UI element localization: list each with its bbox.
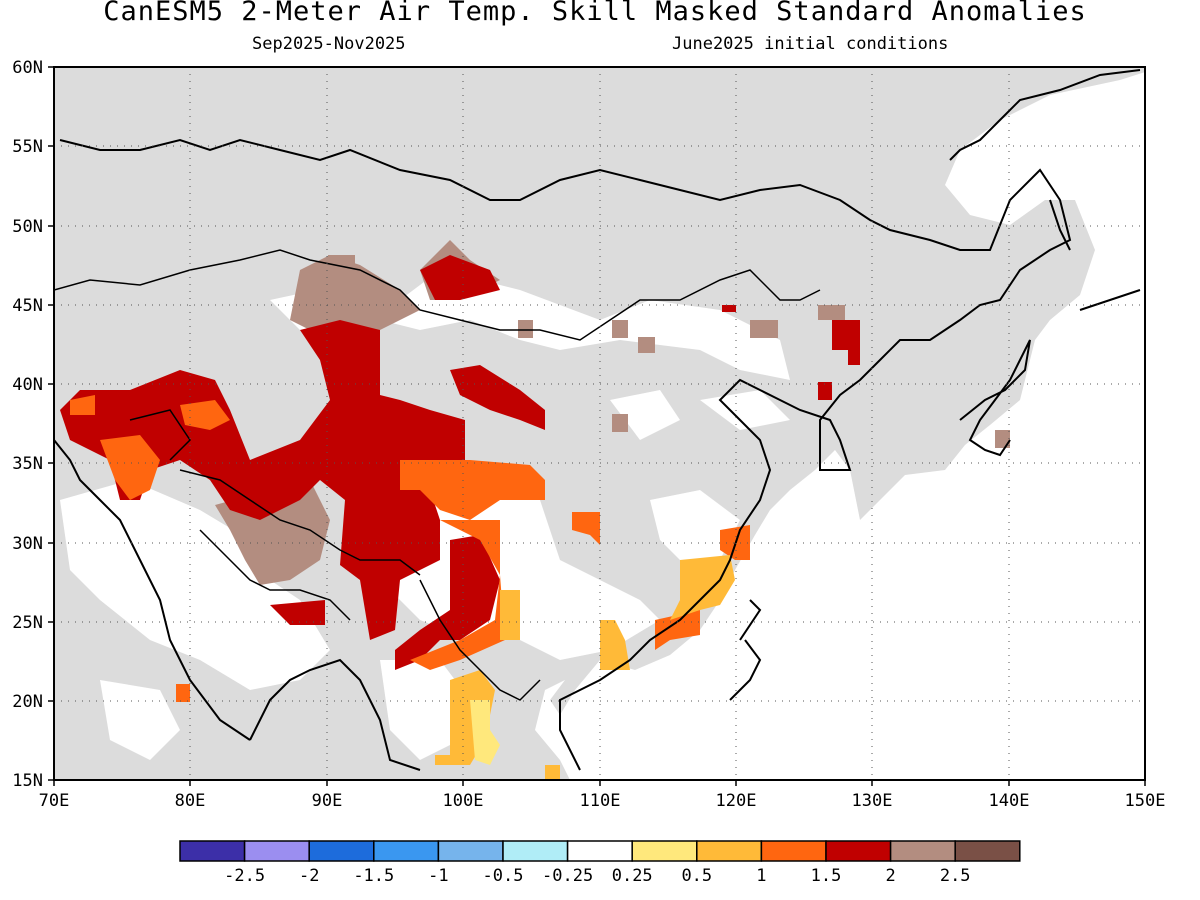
colorbar-swatch (760, 840, 827, 862)
country-borders (54, 249, 821, 701)
colorbar-swatch (243, 840, 310, 862)
colorbar-label: 2 (885, 866, 895, 886)
lat-tick-label: 30N (12, 534, 43, 554)
colorbar-swatch (825, 840, 892, 862)
lon-tick-label: 150E (1125, 791, 1166, 811)
initial-conditions: June2025 initial conditions (672, 34, 949, 54)
colorbar-swatch (889, 840, 956, 862)
anomaly-region-1.5-central-china (572, 512, 750, 650)
colorbar-label: 2.5 (940, 866, 971, 886)
latitude-labels: 60N 55N 50N 45N 40N 35N 30N 25N 20N 15N (12, 58, 43, 791)
coastlines (54, 69, 1141, 771)
lon-tick-label: 90E (312, 791, 343, 811)
lon-tick-label: 70E (39, 791, 70, 811)
land-mask (54, 67, 1145, 780)
colorbar-label: 1.5 (811, 866, 842, 886)
colorbar-swatch (308, 840, 375, 862)
anomaly-region-2-bangladesh (270, 600, 325, 625)
anomaly-region-2-dzungaria (450, 365, 545, 430)
colorbar-label: -2.5 (224, 866, 265, 886)
colorbar-swatch (631, 840, 698, 862)
forecast-period: Sep2025-Nov2025 (252, 34, 406, 54)
colorbar-swatch (696, 840, 763, 862)
anomaly-region-1.5-pamir (70, 395, 230, 500)
anomaly-region-1.5-east-tibet (400, 460, 545, 670)
colorbar-swatch (954, 840, 1021, 862)
colorbar: -2.5 -2 -1.5 -1 -0.5 -0.25 0.25 0.5 1 1.5 2 2.5 (179, 840, 1021, 886)
colorbar-label: -1 (428, 866, 448, 886)
lon-tick-label: 80E (175, 791, 206, 811)
anomaly-region-2-mongolia (420, 255, 500, 300)
colorbar-label: 1 (756, 866, 766, 886)
lat-tick-label: 25N (12, 613, 43, 633)
chart-title: CanESM5 2-Meter Air Temp. Skill Masked S… (103, 0, 1087, 27)
colorbar-swatch (373, 840, 440, 862)
colorbar-label: 0.5 (681, 866, 712, 886)
lon-tick-label: 100E (443, 791, 484, 811)
lon-tick-label: 140E (989, 791, 1030, 811)
lon-tick-label: 120E (716, 791, 757, 811)
lat-tick-label: 20N (12, 692, 43, 712)
anomaly-region-0.5-indochina (470, 700, 500, 765)
colorbar-swatch (437, 840, 504, 862)
colorbar-swatch (502, 840, 569, 862)
anomaly-region-1.5-india (176, 684, 190, 702)
colorbar-label: -1.5 (353, 866, 394, 886)
colorbar-label: -0.5 (483, 866, 524, 886)
colorbar-swatch (566, 840, 633, 862)
lat-tick-label: 55N (12, 137, 43, 157)
lon-tick-label: 110E (580, 791, 621, 811)
lat-tick-label: 45N (12, 296, 43, 316)
lat-tick-label: 50N (12, 217, 43, 237)
colorbar-label: -0.25 (542, 866, 593, 886)
colorbar-label: -2 (299, 866, 319, 886)
longitude-labels: 70E 80E 90E 100E 110E 120E 130E 140E 150… (39, 791, 1166, 811)
colorbar-label: 0.25 (612, 866, 653, 886)
lat-tick-label: 15N (12, 771, 43, 791)
colorbar-swatch (179, 840, 246, 862)
anomaly-region-1-indochina (435, 590, 560, 780)
lon-tick-label: 130E (852, 791, 893, 811)
lat-tick-label: 35N (12, 454, 43, 474)
lat-tick-label: 60N (12, 58, 43, 78)
tick-marks (48, 66, 1146, 786)
anomaly-region-2-yunnan (395, 535, 500, 670)
anomaly-region-2.5-west (290, 255, 420, 340)
anomaly-region-1-south-china (600, 555, 735, 670)
lat-tick-label: 40N (12, 375, 43, 395)
